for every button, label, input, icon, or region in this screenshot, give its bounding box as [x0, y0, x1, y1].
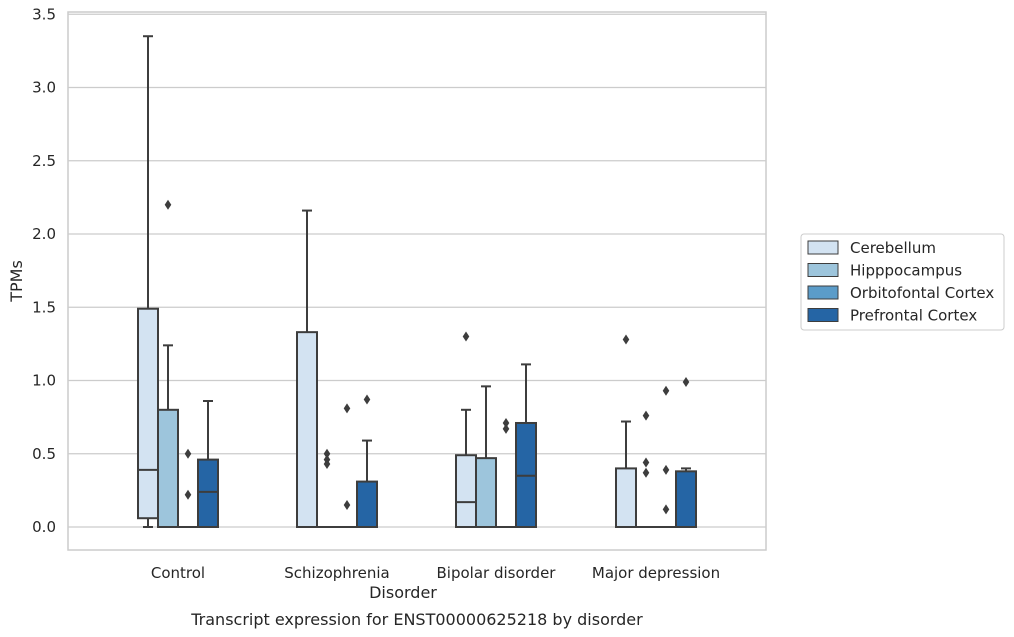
- box-cerebellum-schizophrenia: [296, 209, 318, 528]
- box-prefrontal-cortex-bipolar-disorder: [515, 363, 537, 528]
- legend-label: Cerebellum: [850, 239, 936, 257]
- box-body: [197, 458, 219, 528]
- box-hipppocampus-major-depression: [636, 410, 656, 528]
- box-orbitofontal-cortex-schizophrenia: [337, 403, 357, 528]
- series-cerebellum: [137, 35, 637, 528]
- box-body: [455, 454, 477, 528]
- legend-swatch: [807, 240, 839, 255]
- y-tick-label: 3.0: [32, 79, 56, 97]
- box-cerebellum-control: [137, 35, 159, 528]
- grid-lines: [68, 13, 766, 528]
- x-tick-label: Schizophrenia: [284, 564, 389, 582]
- x-tick-label: Major depression: [592, 564, 720, 582]
- y-tick-label: 3.5: [32, 5, 56, 23]
- box-body: [615, 467, 637, 528]
- legend-swatch: [807, 308, 839, 322]
- box-cerebellum-major-depression: [615, 334, 637, 528]
- outlier-point: [184, 448, 192, 459]
- legend-item-prefrontal-cortex: Prefrontal Cortex: [807, 307, 977, 325]
- outlier-point: [662, 385, 670, 396]
- legend: Cerebellum Hipppocampus Orbitofontal Corte…: [800, 233, 1005, 331]
- box-cerebellum-bipolar-disorder: [455, 331, 477, 528]
- chart-caption: Transcript expression for ENST0000062521…: [190, 610, 643, 629]
- y-tick-label: 0.0: [32, 518, 56, 536]
- x-tick-label: Bipolar disorder: [437, 564, 557, 582]
- series-orbitofontal-cortex: [178, 385, 676, 528]
- legend-label: Orbitofontal Cortex: [850, 284, 994, 302]
- outlier-point: [323, 459, 331, 470]
- legend-swatch: [807, 263, 839, 277]
- box-hipppocampus-control: [157, 199, 179, 528]
- box-series: [137, 35, 697, 528]
- outlier-point: [323, 448, 331, 459]
- box-orbitofontal-cortex-bipolar-disorder: [496, 417, 516, 528]
- legend-item-hipppocampus: Hipppocampus: [807, 262, 962, 280]
- outlier-point: [662, 464, 670, 475]
- y-tick-label: 2.5: [32, 152, 56, 170]
- legend-swatch: [807, 285, 839, 300]
- outlier-point: [502, 417, 510, 428]
- outlier-point: [343, 403, 351, 414]
- box-orbitofontal-cortex-major-depression: [656, 385, 676, 528]
- outlier-point: [642, 410, 650, 421]
- legend-item-orbitofontal-cortex: Orbitofontal Cortex: [807, 284, 994, 302]
- legend-label: Hipppocampus: [850, 262, 962, 280]
- box-body: [475, 457, 497, 528]
- x-tick-labels: Control Schizophrenia Bipolar disorder Majo…: [151, 564, 720, 582]
- box-body: [296, 331, 318, 528]
- y-tick-labels: 0.0 0.5 1.0 1.5 2.0 2.5 3.0 3.5: [32, 5, 56, 536]
- y-tick-label: 0.5: [32, 445, 56, 463]
- series-hipppocampus: [157, 199, 656, 528]
- box-body: [137, 307, 159, 520]
- outlier-point: [642, 467, 650, 478]
- outlier-point: [184, 489, 192, 500]
- plot-area-frame: [67, 11, 767, 551]
- y-tick-label: 1.0: [32, 372, 56, 390]
- legend-item-cerebellum: Cerebellum: [807, 239, 936, 257]
- box-hipppocampus-bipolar-disorder: [475, 385, 497, 528]
- outlier-point: [462, 331, 470, 342]
- x-axis-title: Disorder: [369, 583, 437, 602]
- series-prefrontal-cortex: [197, 363, 697, 528]
- outlier-point: [502, 423, 510, 434]
- y-tick-label: 2.0: [32, 225, 56, 243]
- y-axis-title: TPMs: [7, 260, 26, 303]
- box-prefrontal-cortex-schizophrenia: [356, 394, 378, 528]
- box-body: [157, 408, 179, 528]
- x-tick-label: Control: [151, 564, 205, 582]
- box-orbitofontal-cortex-control: [178, 448, 198, 528]
- outlier-point: [622, 334, 630, 345]
- outlier-point: [662, 504, 670, 515]
- outlier-point: [642, 457, 650, 468]
- box-prefrontal-cortex-major-depression: [675, 376, 697, 528]
- box-body: [356, 480, 378, 528]
- outlier-point: [343, 500, 351, 511]
- legend-label: Prefrontal Cortex: [850, 307, 977, 325]
- box-hipppocampus-schizophrenia: [317, 448, 337, 528]
- box-body: [675, 470, 697, 528]
- outlier-point: [363, 394, 371, 405]
- y-tick-label: 1.5: [32, 298, 56, 316]
- outlier-point: [164, 199, 172, 210]
- box-prefrontal-cortex-control: [197, 400, 219, 528]
- legend-frame: [800, 233, 1005, 331]
- outlier-point: [682, 376, 690, 387]
